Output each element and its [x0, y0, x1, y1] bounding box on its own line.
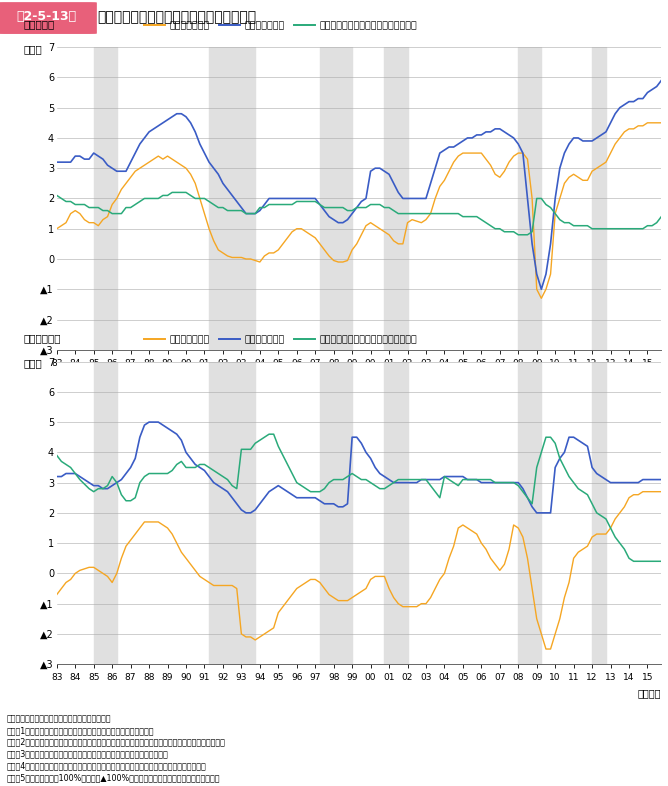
Bar — [94, 47, 117, 350]
Text: （大企業）: （大企業） — [23, 19, 55, 29]
Legend: 借入金増加企業, 借入金減少企業, 借入金減少企業と借入金増加企業の差: 借入金増加企業, 借入金減少企業, 借入金減少企業と借入金増加企業の差 — [140, 17, 422, 34]
Text: （中小企業）: （中小企業） — [23, 333, 61, 343]
FancyBboxPatch shape — [0, 2, 97, 34]
Text: （年期）: （年期） — [638, 689, 661, 699]
Text: （％）: （％） — [23, 44, 42, 54]
Bar — [94, 362, 117, 664]
Bar — [592, 362, 606, 664]
Text: 第2-5-13図: 第2-5-13図 — [17, 10, 77, 24]
Legend: 借入金増加企業, 借入金減少企業, 借入金減少企業と借入金増加企業の差: 借入金増加企業, 借入金減少企業, 借入金減少企業と借入金増加企業の差 — [140, 332, 422, 348]
Bar — [518, 47, 541, 350]
Bar — [592, 47, 606, 350]
Bar — [209, 362, 255, 664]
Bar — [320, 47, 352, 350]
Bar — [384, 47, 407, 350]
Bar — [518, 362, 541, 664]
Bar — [320, 362, 352, 664]
Text: （年期）: （年期） — [638, 374, 661, 384]
Bar — [384, 362, 407, 664]
Text: 借入金の変化状況別に見た経常利益率平均: 借入金の変化状況別に見た経常利益率平均 — [97, 10, 256, 24]
Bar — [209, 47, 255, 350]
Text: （％）: （％） — [23, 358, 42, 369]
Text: 資料：財務省「法人企業統計調査季報」再編加工
（注）1．ここでいう中小企業は、中小企業基本法上の定義に従う。
　　　2．ここでいう借入金とは短期金融機関借入金と: 資料：財務省「法人企業統計調査季報」再編加工 （注）1．ここでいう中小企業は、中… — [7, 714, 226, 782]
